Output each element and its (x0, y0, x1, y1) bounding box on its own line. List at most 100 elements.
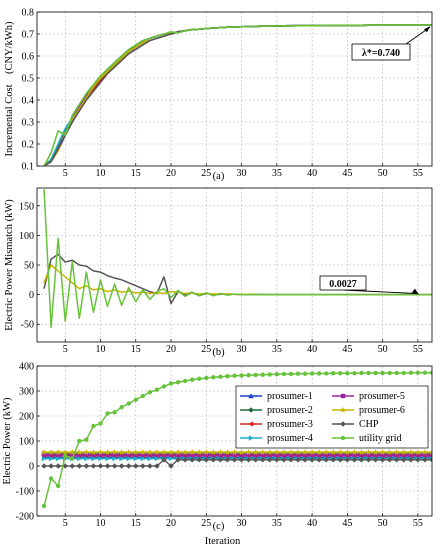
data-point (111, 463, 118, 469)
data-point (211, 375, 216, 380)
data-point (224, 456, 231, 463)
data-point (294, 449, 302, 455)
y-tick-label: 100 (19, 437, 34, 448)
data-point (83, 449, 90, 455)
data-point (147, 452, 153, 457)
data-point (380, 452, 385, 457)
x-tick-label: 35 (272, 518, 282, 529)
data-point (281, 452, 287, 457)
data-point (352, 371, 357, 376)
legend-marker (248, 407, 254, 413)
panel-label: (a) (213, 171, 225, 182)
data-point (301, 449, 309, 455)
plot-frame (36, 11, 433, 167)
data-point (274, 452, 280, 457)
data-point (97, 449, 104, 455)
data-point (365, 449, 372, 455)
y-tick-label: -100 (16, 487, 34, 498)
data-point (267, 372, 272, 377)
data-point (218, 452, 223, 457)
data-point (302, 371, 308, 376)
data-point (394, 370, 399, 376)
data-point (77, 452, 82, 457)
data-point (197, 376, 202, 381)
data-point (48, 455, 54, 462)
data-point (225, 452, 230, 457)
data-point (337, 456, 344, 463)
data-point (146, 449, 153, 455)
data-point (182, 378, 188, 384)
data-point (147, 390, 153, 395)
data-point (415, 452, 421, 457)
data-point (175, 456, 181, 463)
data-point (281, 456, 287, 463)
x-tick-label: 10 (95, 168, 105, 179)
y-tick-label: 0.5 (22, 74, 35, 85)
data-point (154, 463, 160, 469)
y-tick-label: -200 (16, 512, 34, 523)
data-point (323, 452, 329, 457)
data-point (239, 373, 244, 378)
data-point (401, 370, 406, 376)
data-point (253, 372, 258, 378)
data-point (415, 456, 421, 463)
data-point (380, 370, 385, 376)
data-point (98, 421, 103, 426)
annotation-box (319, 275, 367, 291)
data-point (414, 449, 421, 455)
data-point (126, 401, 131, 406)
x-tick-label: 50 (378, 168, 388, 179)
series-group (41, 370, 432, 509)
data-point (69, 463, 76, 469)
data-point (41, 449, 48, 455)
data-point (429, 370, 432, 375)
data-point (330, 456, 337, 463)
legend-marker (248, 393, 254, 399)
data-point (400, 449, 407, 455)
data-point (323, 449, 330, 455)
data-point (77, 455, 83, 462)
x-tick-label: 35 (272, 344, 282, 355)
legend-label: prosumer-5 (359, 391, 405, 402)
data-point (41, 503, 47, 509)
y-tick-label: 0.1 (22, 162, 35, 173)
data-point (372, 456, 379, 463)
data-point (161, 456, 167, 463)
data-point (252, 449, 259, 455)
data-point (90, 449, 97, 455)
data-point (118, 449, 125, 455)
data-point (246, 373, 251, 378)
data-point (428, 449, 432, 455)
x-tick-label: 40 (307, 518, 317, 529)
x-tick-label: 15 (131, 518, 141, 529)
legend-label: prosumer-3 (267, 419, 313, 430)
data-point (118, 463, 125, 469)
data-point (408, 370, 414, 375)
data-point (345, 452, 350, 457)
data-point (231, 456, 238, 463)
data-point (288, 452, 294, 457)
data-point (189, 456, 195, 463)
panel-label: (b) (212, 347, 225, 358)
data-point (393, 449, 400, 455)
x-axis-label: Iteration (205, 536, 241, 547)
x-tick-label: 40 (307, 168, 317, 179)
data-point (204, 375, 209, 381)
data-point (210, 449, 217, 455)
data-point (323, 456, 329, 463)
data-point (266, 449, 273, 455)
panel-label: (c) (213, 521, 225, 532)
data-point (351, 449, 358, 455)
data-point (266, 456, 273, 463)
data-point (252, 456, 259, 463)
data-point (372, 449, 379, 455)
y-tick-label: 0.2 (22, 140, 35, 151)
x-tick-label: 45 (342, 518, 352, 529)
data-point (189, 452, 195, 457)
y-tick-label: 200 (19, 412, 34, 423)
data-point (55, 452, 61, 457)
data-point (161, 452, 167, 457)
data-point (161, 384, 167, 389)
data-point (55, 483, 61, 489)
x-tick-label: 15 (131, 344, 141, 355)
